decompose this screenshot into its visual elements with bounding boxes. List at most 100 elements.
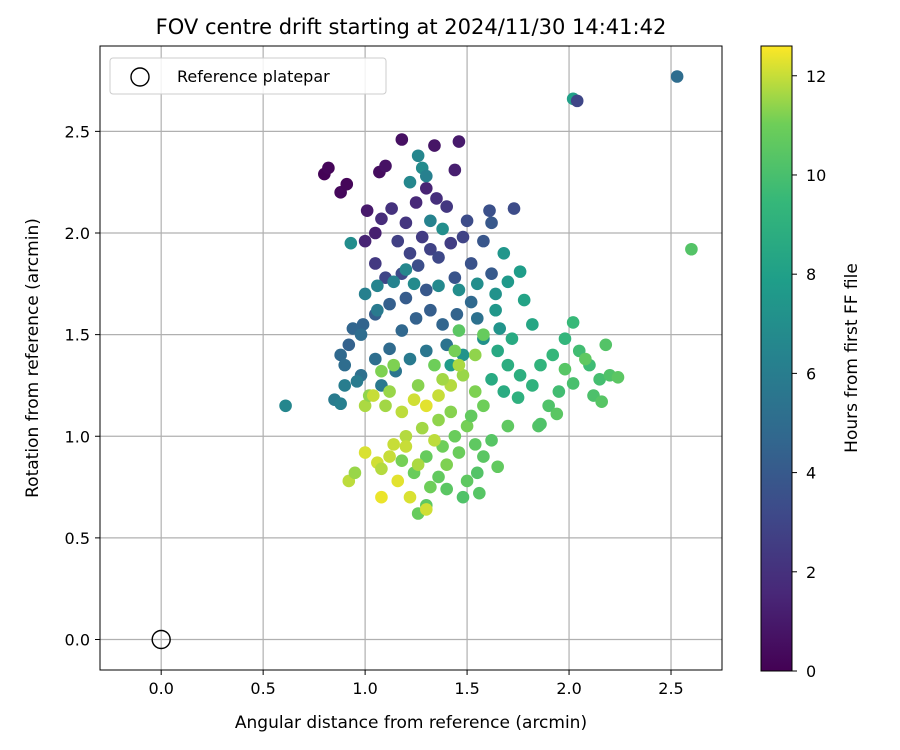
data-point: [464, 409, 478, 423]
data-point: [419, 181, 433, 195]
data-point: [322, 161, 335, 175]
data-point: [424, 214, 437, 228]
data-point: [485, 216, 498, 230]
data-point: [511, 391, 525, 404]
data-point: [338, 379, 352, 392]
data-point: [383, 450, 396, 463]
data-point: [440, 458, 453, 472]
data-point: [477, 234, 490, 248]
data-point: [526, 379, 539, 392]
x-tick-label: 1.5: [454, 679, 479, 698]
data-point: [369, 226, 382, 240]
data-point: [611, 371, 625, 384]
data-point: [399, 291, 413, 305]
y-tick-label: 0.0: [65, 631, 90, 650]
data-point: [354, 328, 368, 341]
y-tick-label: 1.0: [65, 427, 90, 446]
data-point: [460, 214, 474, 228]
data-point: [379, 159, 392, 173]
reference-marker: [151, 629, 171, 650]
data-point: [415, 230, 429, 244]
data-point: [448, 163, 462, 177]
data-point: [403, 490, 417, 504]
legend-box: [109, 57, 387, 95]
data-point: [409, 196, 423, 209]
data-point: [460, 474, 474, 488]
colorbar-ticks: 0 2 4 6 8 10 12: [792, 67, 826, 681]
data-point: [403, 247, 417, 260]
data-point: [440, 200, 453, 213]
data-point: [497, 385, 511, 398]
data-point: [485, 434, 498, 447]
data-point: [432, 470, 445, 484]
data-point: [473, 486, 486, 500]
data-point: [432, 251, 445, 264]
x-axis-ticks: 0.0 0.5 1.0 1.5 2.0 2.5: [148, 670, 684, 698]
data-point: [395, 324, 409, 337]
data-point: [599, 338, 613, 352]
data-point: [489, 303, 502, 317]
data-point: [387, 358, 400, 372]
colorbar-tick-label: 12: [806, 67, 826, 86]
data-point: [468, 385, 482, 398]
colorbar-tick-label: 8: [806, 265, 816, 284]
data-point: [399, 216, 413, 230]
data-point: [452, 283, 466, 297]
data-point: [366, 389, 380, 402]
data-point: [444, 405, 458, 419]
data-point: [470, 466, 484, 480]
colorbar-gradient: [760, 45, 793, 672]
data-point: [468, 438, 482, 451]
data-point: [411, 149, 425, 163]
colorbar-tick-label: 0: [806, 662, 816, 681]
x-tick-label: 2.0: [556, 679, 581, 698]
data-point: [424, 303, 437, 317]
data-point: [558, 362, 572, 376]
data-point: [407, 277, 421, 291]
data-point: [483, 204, 496, 217]
data-point: [399, 263, 413, 276]
data-point: [334, 348, 347, 362]
data-point: [375, 490, 388, 504]
data-point: [470, 312, 484, 325]
data-point: [371, 303, 384, 317]
data-point: [334, 397, 347, 411]
data-point: [395, 133, 409, 146]
data-point: [428, 358, 441, 372]
data-point: [460, 419, 474, 433]
y-tick-label: 2.5: [65, 122, 90, 141]
y-tick-label: 1.5: [65, 326, 90, 345]
y-axis-ticks: 0.0 0.5 1.0 1.5 2.0 2.5: [65, 122, 100, 650]
data-point: [452, 358, 466, 372]
data-point: [371, 279, 384, 293]
data-point: [464, 257, 478, 270]
data-point: [419, 169, 433, 183]
data-point: [411, 458, 425, 472]
data-point: [534, 358, 547, 372]
data-point: [489, 287, 502, 301]
data-point: [448, 271, 462, 285]
data-point: [375, 462, 388, 476]
data-point: [419, 283, 433, 297]
data-point: [411, 379, 425, 392]
data-point: [497, 247, 511, 260]
data-point: [491, 460, 504, 474]
y-tick-label: 2.0: [65, 224, 90, 243]
data-point: [507, 202, 521, 215]
data-point: [375, 364, 388, 378]
data-point: [383, 385, 396, 398]
data-point: [440, 482, 453, 496]
data-point: [424, 242, 437, 256]
data-point: [350, 375, 364, 388]
data-point: [436, 318, 449, 331]
data-point: [566, 377, 580, 390]
data-point: [369, 257, 382, 270]
data-point: [391, 234, 405, 248]
data-point: [456, 230, 470, 244]
data-point: [448, 344, 462, 358]
data-point: [450, 307, 464, 321]
data-point: [470, 277, 484, 291]
x-tick-label: 0.0: [148, 679, 173, 698]
data-point: [342, 338, 356, 352]
data-point: [468, 348, 482, 362]
